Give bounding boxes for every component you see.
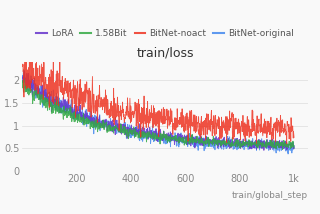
1.58Bit bbox=[292, 145, 296, 147]
Text: train/global_step: train/global_step bbox=[231, 191, 308, 200]
Line: BitNet-noact: BitNet-noact bbox=[23, 80, 294, 149]
LoRA bbox=[233, 143, 236, 146]
Line: LoRA: LoRA bbox=[23, 71, 294, 154]
LoRA bbox=[131, 129, 134, 131]
BitNet-original bbox=[233, 129, 236, 131]
BitNet-noact bbox=[131, 134, 134, 136]
BitNet-original bbox=[207, 120, 211, 122]
LoRA bbox=[140, 133, 144, 136]
1.58Bit bbox=[140, 134, 144, 137]
BitNet-noact bbox=[140, 131, 144, 133]
BitNet-original bbox=[21, 65, 25, 68]
BitNet-noact bbox=[233, 144, 236, 147]
Line: BitNet-original: BitNet-original bbox=[23, 48, 294, 144]
BitNet-original bbox=[28, 46, 32, 49]
LoRA bbox=[237, 144, 241, 146]
1.58Bit bbox=[131, 128, 134, 130]
1.58Bit bbox=[237, 138, 241, 141]
BitNet-noact bbox=[237, 146, 241, 149]
Line: 1.58Bit: 1.58Bit bbox=[23, 71, 294, 150]
Legend: LoRA, 1.58Bit, BitNet-noact, BitNet-original: LoRA, 1.58Bit, BitNet-noact, BitNet-orig… bbox=[33, 25, 297, 42]
BitNet-noact bbox=[21, 86, 25, 89]
BitNet-noact bbox=[22, 78, 26, 81]
BitNet-original bbox=[140, 118, 144, 121]
1.58Bit bbox=[233, 141, 236, 144]
BitNet-noact bbox=[292, 147, 296, 149]
1.58Bit bbox=[49, 93, 52, 96]
BitNet-noact bbox=[49, 104, 52, 107]
1.58Bit bbox=[21, 76, 25, 78]
LoRA bbox=[292, 144, 296, 147]
LoRA bbox=[207, 143, 211, 145]
BitNet-original bbox=[49, 76, 52, 78]
1.58Bit bbox=[23, 70, 27, 72]
LoRA bbox=[49, 102, 52, 105]
LoRA bbox=[286, 153, 290, 155]
BitNet-noact bbox=[281, 148, 284, 151]
BitNet-original bbox=[292, 136, 296, 139]
Title: train/loss: train/loss bbox=[136, 47, 194, 60]
BitNet-original bbox=[131, 111, 134, 113]
1.58Bit bbox=[207, 141, 211, 144]
BitNet-noact bbox=[207, 138, 211, 140]
BitNet-original bbox=[237, 122, 241, 124]
LoRA bbox=[21, 74, 25, 77]
BitNet-original bbox=[285, 143, 289, 145]
LoRA bbox=[21, 69, 25, 72]
1.58Bit bbox=[262, 149, 266, 152]
